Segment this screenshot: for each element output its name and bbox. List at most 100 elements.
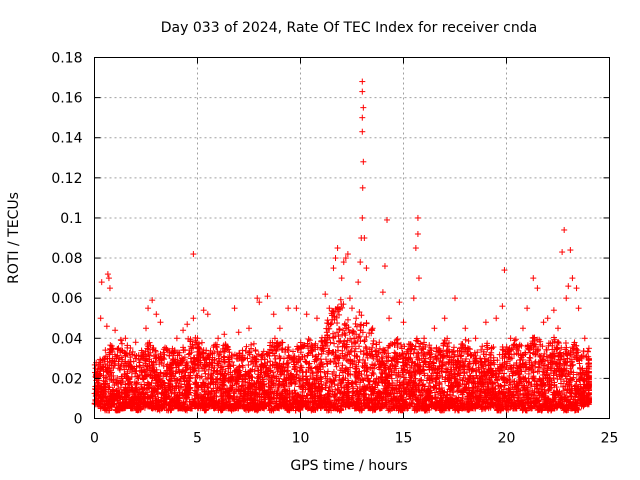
data-point: [321, 369, 328, 376]
data-point: [239, 347, 246, 354]
data-point: [149, 346, 156, 353]
data-point: [305, 336, 312, 343]
data-point: [122, 350, 129, 357]
data-point: [166, 402, 173, 409]
data-point: [245, 361, 252, 368]
data-point: [112, 394, 119, 401]
data-point: [152, 348, 159, 355]
data-point: [148, 385, 155, 392]
data-point: [352, 320, 359, 327]
data-point: [145, 381, 152, 388]
data-point: [97, 365, 104, 372]
data-point: [133, 367, 140, 374]
data-point: [117, 336, 124, 343]
data-point: [114, 407, 121, 414]
data-point: [114, 346, 121, 353]
data-point: [344, 316, 351, 323]
data-point: [150, 361, 157, 368]
data-point: [108, 362, 115, 369]
data-point: [138, 405, 145, 412]
data-point: [114, 352, 121, 359]
data-point: [97, 365, 104, 372]
data-point: [163, 373, 170, 380]
data-point: [110, 372, 117, 379]
data-point: [134, 373, 141, 380]
data-point: [361, 337, 368, 344]
data-point: [144, 395, 151, 402]
data-point: [169, 383, 176, 390]
data-point: [106, 407, 113, 414]
data-point: [134, 379, 141, 386]
data-point: [125, 380, 132, 387]
data-point: [128, 368, 135, 375]
data-point: [336, 326, 343, 333]
data-point: [113, 355, 120, 362]
data-point: [153, 371, 160, 378]
data-point: [105, 384, 112, 391]
data-point: [166, 348, 173, 355]
data-point: [133, 406, 140, 413]
data-point: [107, 349, 114, 356]
data-point: [141, 404, 148, 411]
data-point: [156, 361, 163, 368]
data-point: [113, 387, 120, 394]
data-point: [124, 344, 131, 351]
data-point: [145, 351, 152, 358]
chart-title: Day 033 of 2024, Rate Of TEC Index for r…: [161, 20, 537, 36]
data-point: [133, 397, 140, 404]
data-point: [130, 358, 137, 365]
data-point: [138, 384, 145, 391]
data-point: [512, 336, 519, 343]
data-point: [94, 384, 101, 391]
data-point: [331, 340, 338, 347]
data-point: [161, 382, 168, 389]
data-point: [418, 349, 425, 356]
data-point: [152, 347, 159, 354]
data-point: [114, 397, 121, 404]
data-point: [152, 355, 159, 362]
data-point: [155, 396, 162, 403]
data-point: [106, 367, 113, 374]
data-point: [114, 400, 121, 407]
data-point: [136, 359, 143, 366]
data-point: [128, 381, 135, 388]
data-point: [158, 359, 165, 366]
data-point: [149, 391, 156, 398]
data-point: [165, 393, 172, 400]
data-point: [102, 374, 109, 381]
data-point: [328, 320, 335, 327]
data-point: [129, 351, 136, 358]
data-point: [155, 374, 162, 381]
data-point: [102, 360, 109, 367]
data-point: [139, 349, 146, 356]
data-point: [109, 357, 116, 364]
data-point: [465, 337, 472, 344]
data-point: [119, 347, 126, 354]
data-point: [117, 363, 124, 370]
data-point: [450, 348, 457, 355]
data-point: [107, 396, 114, 403]
data-point: [119, 356, 126, 363]
data-point: [138, 397, 145, 404]
data-point: [148, 358, 155, 365]
data-point: [160, 354, 167, 361]
data-point: [155, 354, 162, 361]
data-point: [102, 347, 109, 354]
data-point: [123, 393, 130, 400]
data-point: [144, 340, 151, 347]
data-point: [102, 404, 109, 411]
data-point: [143, 373, 150, 380]
data-point: [154, 406, 161, 413]
data-point: [98, 387, 105, 394]
data-point: [119, 340, 126, 347]
data-points: [91, 78, 592, 414]
data-point: [118, 360, 125, 367]
data-point: [117, 379, 124, 386]
data-point: [250, 340, 257, 347]
data-point: [161, 356, 168, 363]
data-point: [167, 407, 174, 414]
data-point: [165, 401, 172, 408]
data-point: [128, 363, 135, 370]
data-point: [158, 402, 165, 409]
